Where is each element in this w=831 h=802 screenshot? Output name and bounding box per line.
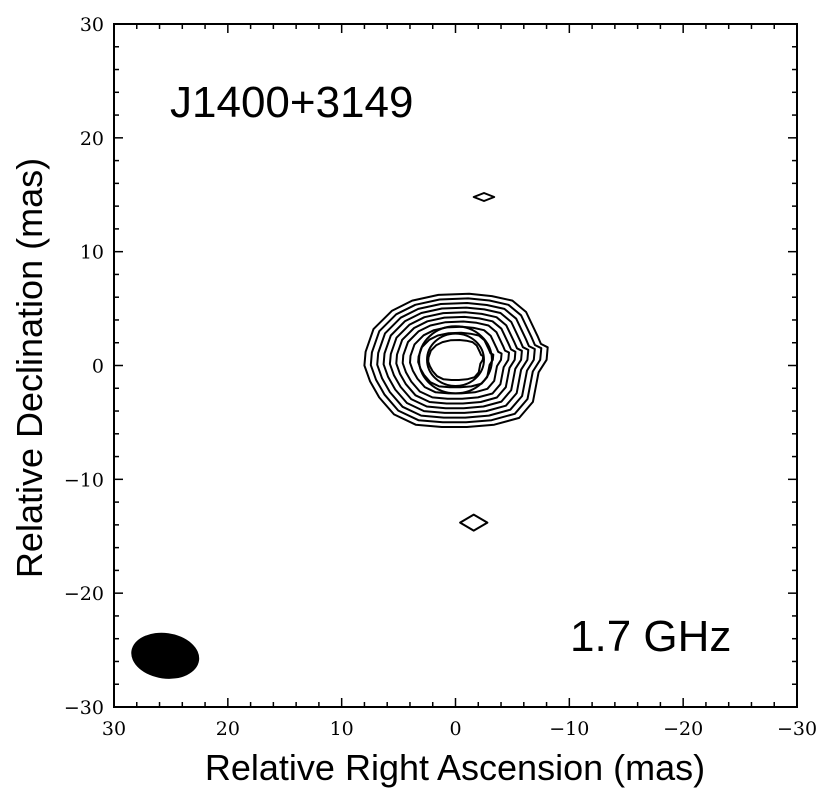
x-tick-labels: 30 20 10 0 −10 −20 −30	[102, 718, 817, 740]
x-tick-label: 0	[449, 718, 461, 740]
contour-level-2	[369, 297, 543, 424]
x-tick-label: −30	[777, 718, 817, 740]
y-tick-label: −30	[64, 697, 104, 719]
x-tick-label: −10	[549, 718, 589, 740]
contour-level-9	[417, 331, 495, 389]
peak-contour-1	[418, 325, 493, 395]
x-tick-label: −20	[663, 718, 703, 740]
x-tick-label: 30	[102, 718, 126, 740]
y-axis-title: Relative Declination (mas)	[9, 158, 50, 578]
contour-level-1	[363, 292, 549, 428]
contour-level-5	[388, 311, 523, 410]
x-tick-label: 20	[216, 718, 240, 740]
contour-level-4	[382, 306, 530, 414]
contour-level-7	[401, 320, 510, 400]
minor-component-contour-1	[472, 192, 496, 202]
y-tick-label: 20	[80, 128, 104, 150]
beam-layer	[131, 632, 200, 679]
x-tick-label: 10	[330, 718, 354, 740]
frequency-label: 1.7 GHz	[570, 612, 731, 661]
y-tick-label: 10	[80, 242, 104, 264]
y-tick-label: −20	[64, 583, 104, 605]
contour-level-10	[427, 339, 485, 381]
restoring-beam	[131, 632, 200, 679]
x-axis-title: Relative Right Ascension (mas)	[205, 747, 705, 788]
contour-level-3	[376, 302, 536, 419]
y-tick-label: 0	[92, 356, 104, 378]
contour-layer	[363, 192, 549, 532]
y-tick-label: 30	[80, 14, 104, 36]
y-tick-labels: 30 20 10 0 −10 −20 −30	[64, 14, 104, 719]
plot-frame	[113, 23, 798, 708]
minor-component-contour-2	[459, 513, 489, 532]
peak-contour-2	[426, 332, 485, 387]
contour-level-8	[409, 325, 503, 395]
source-name-label: J1400+3149	[170, 78, 413, 127]
contour-level-6	[395, 315, 517, 405]
y-tick-label: −10	[64, 469, 104, 491]
